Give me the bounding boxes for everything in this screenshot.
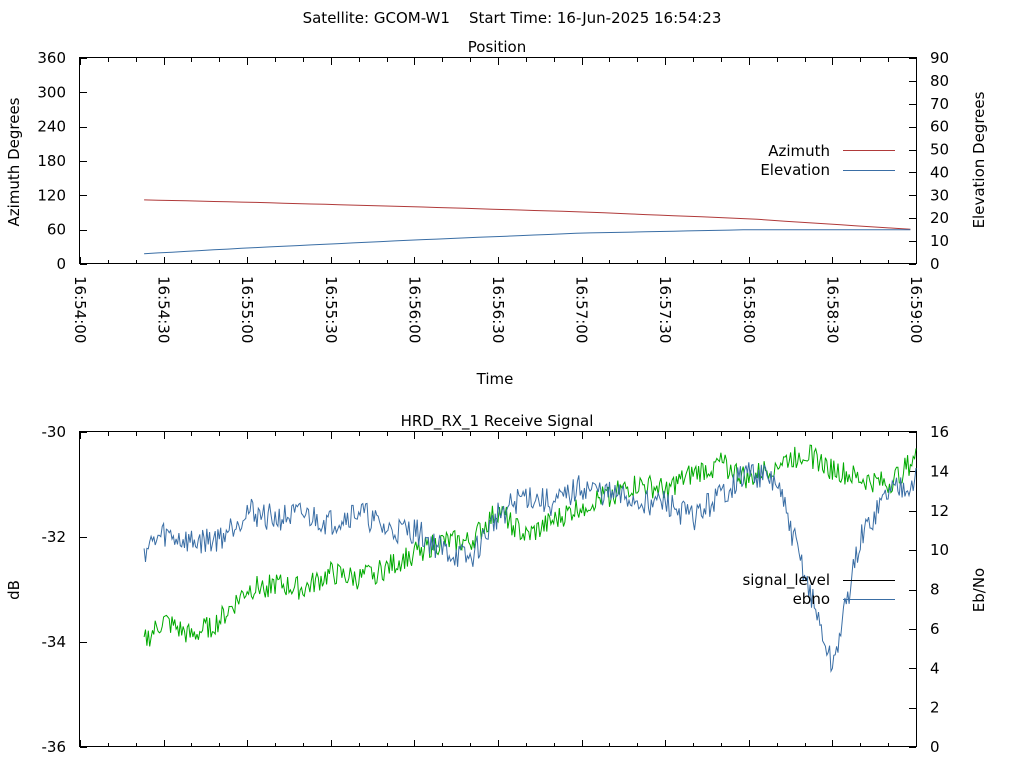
position-chart: Position 0 60 120 180 240 300 360 0 10 20 30 40 50 6… (5, 38, 988, 388)
position-left-axis-tick-label: 360 (37, 49, 66, 67)
position-left-axis-tick-label: 0 (56, 255, 66, 273)
position-right-axis-tick-label: 10 (930, 232, 949, 250)
signal-left-axis-tick-label: -30 (42, 423, 67, 441)
position-right-axis-tick-label: 60 (930, 118, 949, 136)
signal-right-axis-tick-label: 8 (930, 581, 940, 599)
position-right-axis-tick-label: 90 (930, 49, 949, 67)
signal-right-axis-tick-label: 6 (930, 620, 940, 638)
position-time-axis-tick-label: 16:59:00 (907, 276, 925, 343)
series-line-signal-level (143, 444, 917, 647)
signal-right-axis-tick-label: 0 (930, 738, 940, 756)
signal-right-axis-tick-label: 4 (930, 659, 940, 677)
position-right-axis-label: Elevation Degrees (970, 91, 988, 228)
position-time-axis-tick-label: 16:58:30 (823, 276, 841, 343)
position-time-axis-tick-label: 16:55:30 (322, 276, 340, 343)
signal-legend: signal_level ebno (742, 571, 895, 608)
signal-chart: HRD_RX_1 Receive Signal -36 -34 -32 -30 0 2 4… (5, 412, 988, 756)
position-time-axis-tick-label: 16:57:30 (656, 276, 674, 343)
position-right-axis-tick-label: 50 (930, 141, 949, 159)
legend-ebno-label: ebno (793, 590, 830, 608)
signal-left-axis-tick-label: -32 (42, 528, 67, 546)
signal-right-axis-tick-label: 2 (930, 699, 940, 717)
signal-right-axis-tick-label: 14 (930, 462, 949, 480)
position-left-axis-tick-label: 240 (37, 118, 66, 136)
position-right-axis-tick-label: 0 (930, 255, 940, 273)
signal-right-axis-label: Eb/No (970, 568, 988, 612)
position-time-axis-tick-label: 16:54:00 (71, 276, 89, 343)
series-line-azimuth (144, 199, 911, 230)
position-right-axis-tick-label: 20 (930, 209, 949, 227)
legend-signal-level-label: signal_level (742, 571, 830, 590)
signal-left-axis: -36 -34 -32 -30 (42, 423, 87, 756)
position-time-axis-tick-label: 16:58:00 (740, 276, 758, 343)
signal-plot-frame (79, 431, 917, 747)
position-series (144, 199, 911, 255)
position-left-axis-tick-label: 180 (37, 152, 66, 170)
signal-left-axis-tick-label: -36 (42, 738, 67, 756)
position-right-axis-tick-label: 70 (930, 95, 949, 113)
signal-right-axis-tick-label: 12 (930, 502, 949, 520)
position-left-axis-label: Azimuth Degrees (5, 97, 23, 226)
signal-right-axis-tick-label: 16 (930, 423, 949, 441)
legend-azimuth-label: Azimuth (768, 142, 830, 160)
position-time-axis: 16:54:00 16:54:30 16:55:00 16:55:30 16:56:00… (71, 58, 925, 343)
signal-chart-title: HRD_RX_1 Receive Signal (401, 412, 594, 431)
position-time-axis-tick-label: 16:56:30 (489, 276, 507, 343)
position-left-axis-tick-label: 300 (37, 83, 66, 101)
signal-right-axis: 0 2 4 6 8 10 12 14 16 (909, 423, 949, 756)
signal-right-axis-tick-label: 10 (930, 541, 949, 559)
position-right-axis-tick-label: 80 (930, 72, 949, 90)
signal-series (143, 444, 917, 674)
signal-left-axis-tick-label: -34 (42, 633, 67, 651)
legend-elevation-label: Elevation (760, 161, 830, 179)
position-left-axis: 0 60 120 180 240 300 360 (37, 49, 87, 273)
series-line-elevation (144, 229, 911, 255)
position-left-axis-tick-label: 60 (47, 221, 66, 239)
position-right-axis-tick-label: 40 (930, 163, 949, 181)
header-text: Satellite: GCOM-W1 Start Time: 16-Jun-20… (303, 9, 722, 27)
position-time-axis-tick-label: 16:55:00 (238, 276, 256, 343)
position-chart-title: Position (468, 38, 526, 56)
series-line-ebno (143, 462, 917, 674)
signal-time-axis (80, 432, 917, 747)
position-time-axis-tick-label: 16:56:00 (405, 276, 423, 343)
position-time-axis-tick-label: 16:57:00 (573, 276, 591, 343)
position-right-axis: 0 10 20 30 40 50 60 70 80 90 (909, 49, 949, 273)
position-left-axis-tick-label: 120 (37, 186, 66, 204)
signal-left-axis-label: dB (5, 580, 23, 600)
position-x-axis-label: Time (476, 370, 514, 388)
position-legend: Azimuth Elevation (760, 142, 895, 179)
position-right-axis-tick-label: 30 (930, 186, 949, 204)
position-time-axis-tick-label: 16:54:30 (155, 276, 173, 343)
